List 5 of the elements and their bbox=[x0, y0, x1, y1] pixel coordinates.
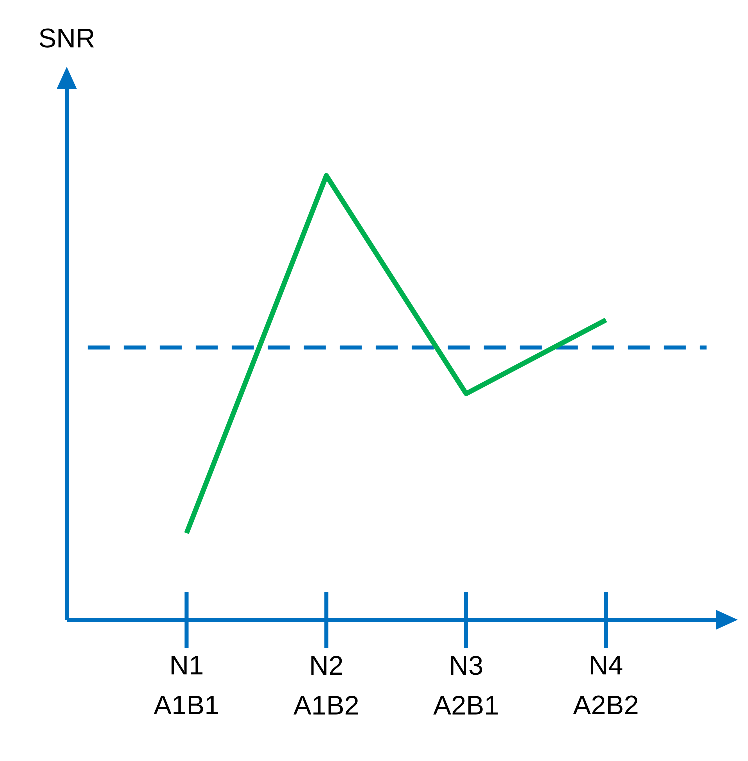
y-axis-title: SNR bbox=[40, 28, 94, 48]
x-tick-label: N1 A1B1 bbox=[154, 656, 218, 715]
x-tick-label: N2 A1B2 bbox=[294, 656, 358, 715]
x-tick-label: N4 A2B2 bbox=[573, 656, 638, 715]
x-tick-label: N3 A2B1 bbox=[434, 656, 498, 715]
